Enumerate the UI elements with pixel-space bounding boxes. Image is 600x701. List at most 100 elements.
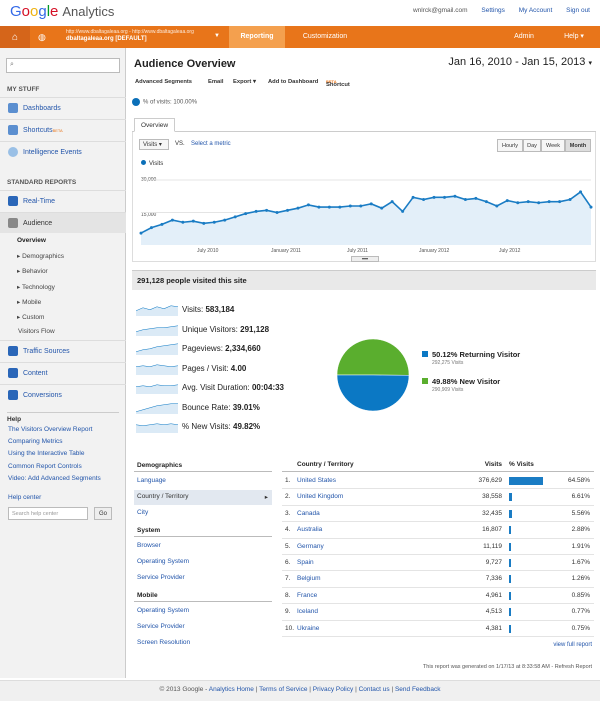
- sidebar-sub-mobile[interactable]: ▸ Mobile: [17, 299, 42, 306]
- data-point[interactable]: [526, 200, 530, 204]
- sidebar-sub-custom[interactable]: ▸ Custom: [17, 314, 45, 321]
- granularity-hourly[interactable]: Hourly: [497, 139, 523, 152]
- data-point[interactable]: [275, 211, 279, 214]
- country-link[interactable]: Ukraine: [297, 624, 320, 632]
- tab-overview[interactable]: Overview: [134, 118, 176, 132]
- country-link[interactable]: Iceland: [297, 608, 318, 616]
- data-point[interactable]: [442, 195, 446, 199]
- data-point[interactable]: [317, 205, 321, 209]
- data-point[interactable]: [348, 204, 352, 208]
- sidebar-sub-overview[interactable]: Overview: [17, 237, 46, 244]
- sidebar-item-dashboards[interactable]: Dashboards: [0, 97, 126, 118]
- demo-country[interactable]: Country / Territory ▸: [134, 490, 272, 505]
- sidebar-sub-visitors-flow[interactable]: Visitors Flow: [18, 328, 55, 335]
- footer-contact[interactable]: Contact us: [358, 686, 390, 693]
- shortcut-button[interactable]: Shortcut BETA: [326, 79, 350, 88]
- sidebar-sub-technology[interactable]: ▸ Technology: [17, 284, 55, 291]
- data-point[interactable]: [422, 198, 426, 201]
- segment-indicator[interactable]: % of visits: 100.00%: [132, 98, 197, 106]
- home-button[interactable]: ⌂: [0, 26, 30, 48]
- add-to-dashboard-button[interactable]: Add to Dashboard: [268, 79, 319, 85]
- data-point[interactable]: [254, 209, 258, 213]
- system-os[interactable]: Operating System: [137, 558, 190, 565]
- country-link[interactable]: United States: [297, 477, 337, 484]
- pie-slice[interactable]: [336, 338, 410, 376]
- export-button[interactable]: Export ▾: [233, 79, 256, 85]
- help-search-input[interactable]: Search help center: [8, 507, 88, 520]
- col-pct-visits[interactable]: % Visits: [509, 461, 534, 468]
- data-point[interactable]: [411, 195, 415, 199]
- footer-privacy[interactable]: Privacy Policy: [312, 686, 354, 693]
- data-point[interactable]: [139, 231, 143, 235]
- data-point[interactable]: [589, 205, 593, 209]
- footer-analytics-home[interactable]: Analytics Home: [208, 686, 254, 693]
- country-link[interactable]: Australia: [297, 526, 323, 534]
- col-visits[interactable]: Visits: [484, 461, 502, 468]
- advanced-segments-button[interactable]: Advanced Segments: [135, 79, 193, 85]
- country-link[interactable]: Canada: [297, 509, 320, 517]
- help-link-visitors-overview[interactable]: The Visitors Overview Report: [8, 426, 93, 433]
- country-link[interactable]: France: [297, 591, 318, 599]
- data-point[interactable]: [380, 206, 384, 210]
- chart-resize-handle[interactable]: ▾▾▾: [351, 256, 379, 262]
- data-point[interactable]: [537, 201, 541, 205]
- email-button[interactable]: Email: [208, 79, 224, 85]
- data-point[interactable]: [484, 200, 488, 204]
- tab-customization[interactable]: Customization: [302, 33, 348, 40]
- sidebar-item-content[interactable]: Content: [0, 362, 126, 383]
- data-point[interactable]: [265, 208, 269, 212]
- help-link-video-segments[interactable]: Video: Add Advanced Segments: [8, 475, 101, 482]
- granularity-day[interactable]: Day: [523, 139, 541, 152]
- data-point[interactable]: [474, 196, 478, 200]
- data-point[interactable]: [244, 212, 248, 216]
- tab-reporting[interactable]: Reporting: [229, 26, 285, 48]
- data-point[interactable]: [516, 201, 520, 205]
- mobile-os[interactable]: Operating System: [137, 607, 190, 614]
- data-point[interactable]: [568, 198, 572, 201]
- data-point[interactable]: [369, 202, 373, 206]
- country-link[interactable]: Spain: [297, 559, 314, 566]
- granularity-month[interactable]: Month: [565, 139, 591, 152]
- data-point[interactable]: [390, 200, 394, 204]
- demo-city[interactable]: City: [137, 509, 149, 516]
- data-point[interactable]: [181, 220, 185, 224]
- data-point[interactable]: [223, 218, 227, 222]
- select-metric-link[interactable]: Select a metric: [191, 141, 231, 147]
- data-point[interactable]: [170, 218, 174, 222]
- metric-select[interactable]: Visits ▾: [139, 139, 169, 150]
- country-link[interactable]: Germany: [297, 542, 324, 550]
- footer-feedback[interactable]: Send Feedback: [394, 686, 441, 693]
- sidebar-item-conversions[interactable]: Conversions: [0, 384, 126, 405]
- data-point[interactable]: [296, 206, 300, 210]
- help-link-comparing-metrics[interactable]: Comparing Metrics: [8, 438, 63, 445]
- sign-out-link[interactable]: Sign out: [566, 7, 590, 14]
- sidebar-search-input[interactable]: ⌕: [6, 58, 120, 73]
- sidebar-sub-demographics[interactable]: ▸ Demographics: [17, 253, 64, 260]
- data-point[interactable]: [579, 190, 583, 194]
- system-provider[interactable]: Service Provider: [137, 574, 185, 581]
- data-point[interactable]: [212, 220, 216, 224]
- sidebar-sub-behavior[interactable]: ▸ Behavior: [17, 268, 48, 275]
- data-point[interactable]: [432, 195, 436, 199]
- footer-terms[interactable]: Terms of Service: [259, 686, 308, 693]
- data-point[interactable]: [495, 204, 499, 208]
- help-link-report-controls[interactable]: Common Report Controls: [8, 463, 82, 470]
- data-point[interactable]: [160, 222, 164, 226]
- view-full-report-link[interactable]: view full report: [553, 642, 592, 648]
- settings-link[interactable]: Settings: [481, 7, 505, 14]
- data-point[interactable]: [338, 205, 342, 209]
- data-point[interactable]: [547, 200, 551, 204]
- data-point[interactable]: [359, 204, 363, 208]
- sidebar-item-realtime[interactable]: Real-Time: [0, 190, 126, 211]
- data-point[interactable]: [233, 215, 237, 219]
- data-point[interactable]: [191, 219, 195, 223]
- data-point[interactable]: [505, 199, 509, 203]
- data-point[interactable]: [327, 205, 331, 209]
- data-point[interactable]: [202, 221, 206, 225]
- mobile-resolution[interactable]: Screen Resolution: [137, 639, 191, 646]
- system-browser[interactable]: Browser: [137, 542, 161, 549]
- help-go-button[interactable]: Go: [94, 507, 112, 520]
- data-point[interactable]: [558, 200, 562, 204]
- help-center-link[interactable]: Help center: [8, 494, 42, 501]
- data-point[interactable]: [453, 194, 457, 198]
